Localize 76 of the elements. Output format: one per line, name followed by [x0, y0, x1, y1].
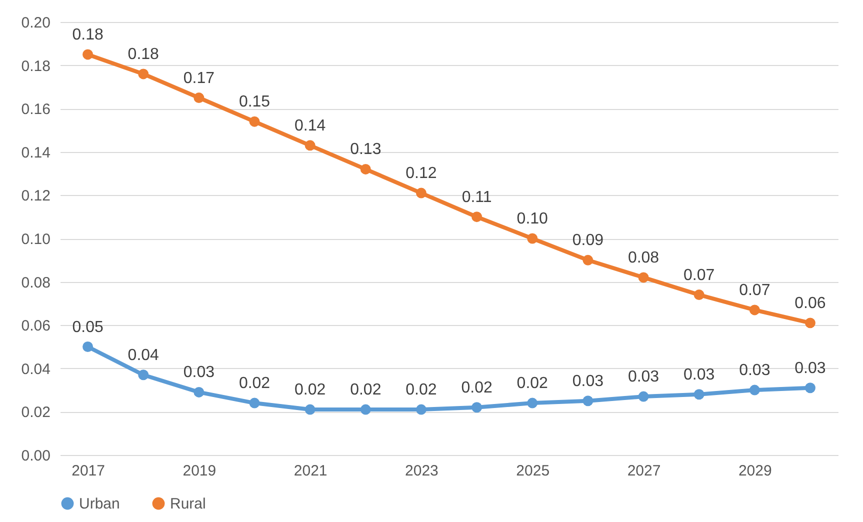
x-tick-label: 2021 — [294, 462, 328, 480]
data-label: 0.02 — [294, 382, 326, 399]
data-label: 0.09 — [572, 232, 604, 250]
data-label: 0.02 — [516, 375, 548, 392]
data-label: 0.15 — [238, 94, 270, 111]
point — [82, 49, 94, 60]
data-label: 0.18 — [128, 46, 160, 63]
point — [638, 391, 649, 402]
y-tick-label: 0.08 — [21, 274, 50, 292]
y-tick-label: 0.18 — [21, 58, 50, 75]
x-tick-label: 2027 — [627, 462, 661, 480]
y-tick-label: 0.02 — [21, 404, 50, 422]
x-tick-label: 2017 — [72, 462, 105, 480]
y-tick-label: 0.00 — [21, 448, 50, 464]
y-tick-label: 0.16 — [21, 101, 50, 118]
data-label: 0.07 — [684, 266, 715, 284]
x-tick-label: 2019 — [182, 462, 216, 480]
point — [194, 386, 204, 398]
data-label: 0.03 — [739, 362, 770, 380]
point — [472, 402, 482, 413]
point — [638, 272, 649, 283]
data-label: 0.13 — [350, 141, 382, 158]
data-label: 0.18 — [72, 26, 104, 44]
y-tick-label: 0.14 — [21, 144, 50, 162]
point — [360, 164, 371, 174]
y-tick-label: 0.10 — [21, 231, 50, 248]
point — [582, 396, 594, 406]
point — [749, 304, 760, 316]
point — [527, 398, 538, 408]
point — [472, 212, 482, 222]
point — [416, 188, 426, 198]
data-label: 0.03 — [183, 364, 215, 382]
data-label: 0.12 — [406, 165, 437, 182]
data-label: 0.02 — [238, 375, 270, 392]
legend-label: Rural — [170, 496, 206, 513]
data-label: 0.14 — [294, 117, 326, 134]
y-tick-label: 0.06 — [21, 318, 50, 335]
data-label: 0.02 — [406, 382, 437, 399]
y-tick-label: 0.04 — [21, 360, 50, 378]
x-tick-label: 2029 — [738, 462, 772, 480]
point — [416, 404, 426, 415]
point — [749, 384, 760, 396]
data-label: 0.02 — [350, 382, 382, 399]
point — [304, 404, 316, 415]
data-label: 0.03 — [794, 360, 826, 377]
point — [527, 233, 538, 244]
y-tick-label: 0.12 — [21, 188, 50, 205]
legend-label: Urban — [79, 496, 120, 513]
point — [249, 398, 260, 408]
data-label: 0.02 — [461, 379, 492, 396]
data-label: 0.05 — [72, 318, 104, 336]
data-label: 0.04 — [128, 346, 160, 364]
data-label: 0.08 — [628, 249, 660, 266]
point — [304, 140, 316, 151]
point — [249, 116, 260, 127]
data-label: 0.06 — [794, 294, 826, 312]
point — [138, 68, 149, 80]
point — [138, 370, 149, 380]
point — [582, 254, 594, 266]
x-tick-label: 2023 — [405, 462, 438, 480]
data-label: 0.17 — [183, 70, 215, 87]
x-tick-label: 2025 — [516, 462, 550, 480]
y-tick-label: 0.20 — [21, 14, 50, 32]
data-label: 0.10 — [516, 210, 548, 228]
data-label: 0.07 — [739, 282, 770, 299]
point — [82, 342, 94, 352]
point — [194, 92, 204, 104]
point — [804, 382, 816, 394]
point — [360, 404, 371, 415]
point — [694, 290, 704, 300]
point — [804, 318, 816, 328]
data-label: 0.03 — [572, 372, 604, 390]
data-label: 0.03 — [628, 368, 660, 386]
point — [694, 389, 704, 400]
data-label: 0.03 — [684, 366, 715, 384]
data-label: 0.11 — [462, 188, 492, 206]
